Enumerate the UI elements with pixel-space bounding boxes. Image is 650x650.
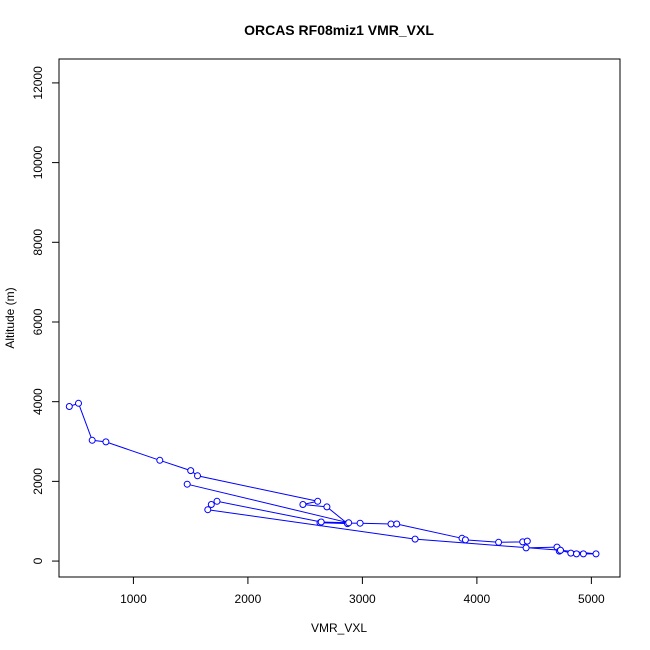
x-tick-label-0: 1000 [120,592,147,606]
chart-title: ORCAS RF08miz1 VMR_VXL [244,22,434,38]
data-point-33 [317,518,325,526]
x-axis-label: VMR_VXL [311,621,367,635]
x-tick-label-1: 2000 [235,592,262,606]
data-point-25 [573,550,580,558]
data-point-26 [579,550,587,558]
data-point-1 [75,399,82,407]
data-point-19 [523,537,531,545]
data-point-28 [557,546,564,554]
plot-frame [58,58,621,578]
data-point-8 [299,501,307,508]
data-point-7 [314,497,322,505]
data-point-14 [393,520,401,528]
data-point-13 [387,520,395,528]
data-point-35 [183,480,191,488]
data-point-31 [207,501,215,508]
y-tick-label-0: 0 [31,557,45,564]
data-point-4 [156,456,164,464]
y-tick-label-3: 6000 [31,308,45,335]
y-tick-label-5: 10000 [31,146,45,180]
data-point-24 [567,549,575,557]
series-layer [65,399,600,558]
y-tick-label-6: 12000 [31,66,45,100]
data-point-6 [194,472,201,480]
data-point-32 [213,497,221,505]
data-point-16 [461,536,469,544]
data-point-29 [411,535,419,543]
y-axis: 0 2000 4000 6000 8000 10000 12000 [31,66,59,564]
data-point-27 [592,550,600,558]
y-tick-label-2: 4000 [31,388,45,415]
data-point-20 [522,544,530,552]
x-tick-label-4: 5000 [578,592,605,606]
data-point-34 [345,519,353,527]
x-axis: 1000 2000 3000 4000 5000 [120,577,605,606]
data-point-9 [323,503,331,511]
data-point-3 [102,438,110,446]
data-point-17 [495,538,503,546]
data-point-30 [204,506,212,514]
x-tick-label-2: 3000 [349,592,376,606]
y-axis-label: Altitude (m) [3,287,17,348]
y-tick-label-4: 8000 [31,229,45,256]
data-point-5 [187,467,195,475]
series-line-0 [69,402,597,555]
data-point-2 [88,436,96,444]
data-point-0 [65,403,73,410]
y-tick-label-1: 2000 [31,468,45,495]
data-point-12 [356,519,364,527]
x-tick-label-3: 4000 [464,592,491,606]
